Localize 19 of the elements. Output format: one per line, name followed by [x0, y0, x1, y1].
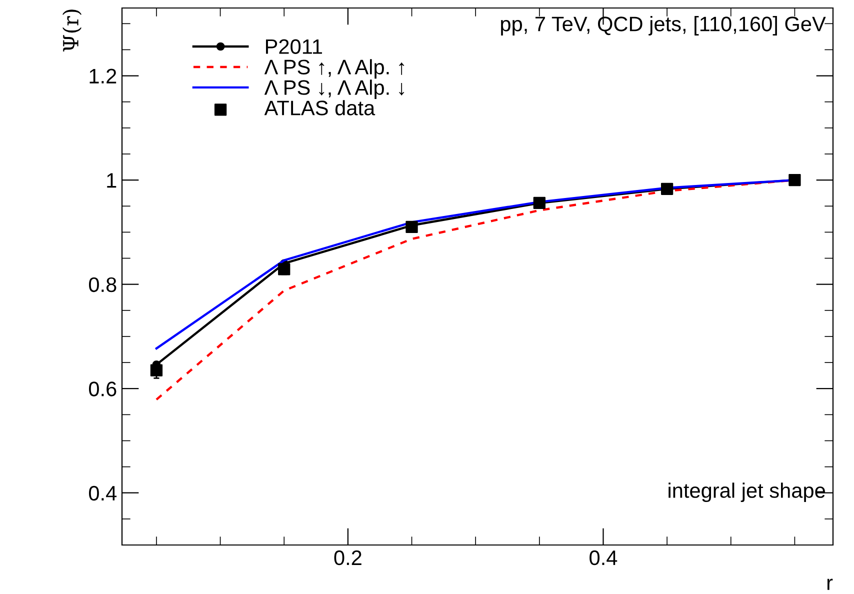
x-axis-title: r: [827, 578, 833, 590]
y-tick-label: 1: [107, 173, 116, 188]
x-tick-label: 0.2: [334, 550, 362, 566]
y-axis-title: Ψ(r): [62, 10, 82, 52]
y-tick-label: 0.4: [88, 486, 117, 501]
point: [660, 182, 674, 195]
annotation: integral jet shape: [668, 482, 825, 502]
point: [278, 263, 290, 276]
legend-label: P2011: [266, 39, 322, 54]
legend-label: ATLAS data: [264, 100, 376, 116]
y-tick-label: 0.8: [88, 277, 116, 292]
point: [788, 174, 801, 186]
y-tick-label: 1.2: [90, 68, 116, 84]
point: [533, 196, 546, 210]
point: [406, 220, 418, 234]
y-tick-label: 0.6: [88, 382, 116, 396]
annotation: pp, 7 TeV, QCD jets, [110,160] GeV: [501, 16, 826, 36]
legend-label: Λ PS ↓, Λ Alp. ↓: [264, 80, 404, 100]
legend-label: Λ PS ↑, Λ Alp. ↑: [264, 59, 404, 79]
